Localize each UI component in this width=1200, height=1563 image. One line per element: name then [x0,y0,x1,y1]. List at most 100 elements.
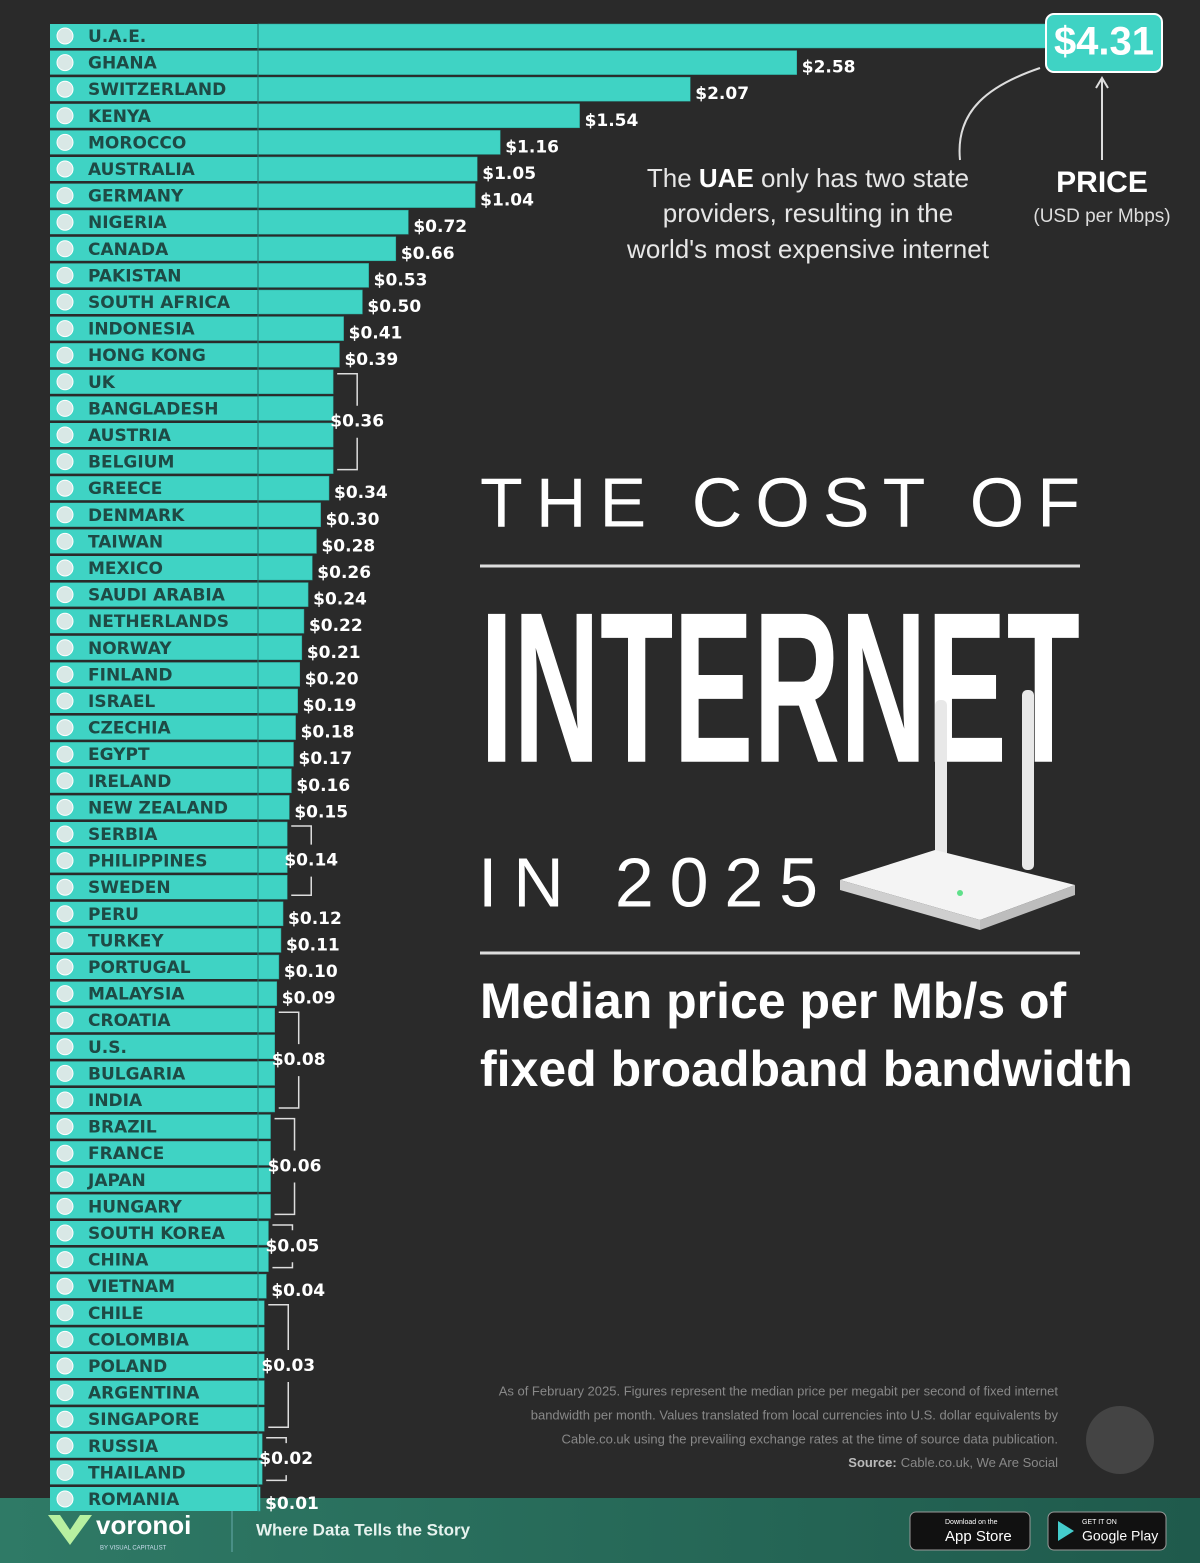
label-cell [50,1088,258,1112]
value-label: $0.66 [401,244,455,264]
bar [257,662,301,687]
category-label: PAKISTAN [88,266,181,286]
flag [56,612,74,630]
title-bottom: IN 2025 [478,843,818,921]
value-label: $1.05 [482,164,536,184]
category-label: COLOMBIA [88,1330,190,1350]
bar [257,449,334,474]
flag [56,54,74,72]
category-label: MALAYSIA [88,985,185,1005]
value-label: $0.21 [307,643,361,663]
bar [257,130,501,155]
label-cell [50,742,258,767]
flag [56,240,74,258]
flag [56,772,74,790]
group-bracket [337,373,358,471]
value-label: $0.06 [268,1157,322,1177]
value-label: $4.31 [1054,20,1154,64]
bar [257,209,409,235]
category-label: ISRAEL [88,692,155,712]
value-label: $0.26 [317,563,371,583]
label-cell [50,1247,258,1272]
bar [257,1007,275,1033]
flag [56,665,74,683]
category-label: SOUTH AFRICA [88,293,231,313]
label-cell [50,423,258,447]
bar [257,821,288,847]
arrow [1095,76,1109,160]
google-icon [1058,1521,1074,1541]
bar [257,1194,271,1219]
label-cell [50,822,258,846]
flag [56,426,74,444]
flag [56,1038,74,1056]
bar [257,289,363,315]
flag [56,266,74,284]
bar [257,715,296,740]
bar [257,156,478,182]
value-label: $0.36 [330,412,384,432]
category-label: THAILAND [88,1463,186,1483]
subtitle: fixed broadband bandwidth [480,1041,1133,1097]
category-label: VIETNAM [88,1277,175,1297]
bar [257,183,476,208]
bar [257,1087,275,1113]
category-label: INDONESIA [88,320,196,340]
flag [56,107,74,125]
bar [257,1300,265,1326]
label-cell [50,1300,258,1325]
label-cell [50,263,258,288]
label-cell [50,1167,258,1192]
bar [257,236,397,262]
flag [56,1197,74,1215]
value-unit: (USD per Mbps) [1033,206,1170,227]
value-label: $0.19 [303,696,357,716]
label-cell [50,715,258,740]
flag [56,1330,74,1348]
category-label: AUSTRALIA [88,160,196,180]
value-label: $0.08 [272,1050,326,1070]
category-label: CHINA [88,1251,149,1271]
title-main: INTERNET [480,567,1080,808]
flag [56,985,74,1003]
label-cell [50,1061,258,1086]
flag [56,373,74,391]
label-cell [50,476,258,501]
group-bracket [274,1117,296,1216]
bar [257,582,309,607]
label-cell [50,1141,258,1166]
value-label: $0.39 [344,350,398,370]
label-cell [50,316,258,341]
flag [56,1357,74,1375]
value-label: $0.03 [261,1356,315,1376]
value-label: $2.07 [695,84,749,104]
value-label: $0.72 [413,217,467,237]
flag [56,639,74,657]
flag [56,825,74,843]
category-label: SINGAPORE [88,1410,200,1430]
category-label: AUSTRIA [88,426,172,446]
category-label: BRAZIL [88,1118,157,1138]
group-bracket [272,1224,294,1269]
bar [257,848,288,873]
bar [257,342,340,368]
category-label: GREECE [88,479,162,499]
bar [257,795,290,820]
category-label: PERU [88,905,139,925]
google-play-button[interactable] [1047,1511,1167,1551]
flag [56,506,74,524]
label-cell [50,396,258,421]
bar [257,981,278,1006]
label-cell [50,635,258,660]
label-cell [50,875,258,900]
bar [257,741,294,767]
value-label: $1.16 [505,137,559,157]
category-label: NIGERIA [88,213,168,233]
value-label: $0.12 [288,909,342,929]
value-label: $0.04 [271,1281,325,1301]
value-label: $0.15 [294,802,348,822]
value-label: $0.14 [284,851,338,871]
value-title: PRICE [1056,166,1148,199]
app-store-button[interactable] [909,1511,1031,1551]
label-cell [50,77,258,102]
